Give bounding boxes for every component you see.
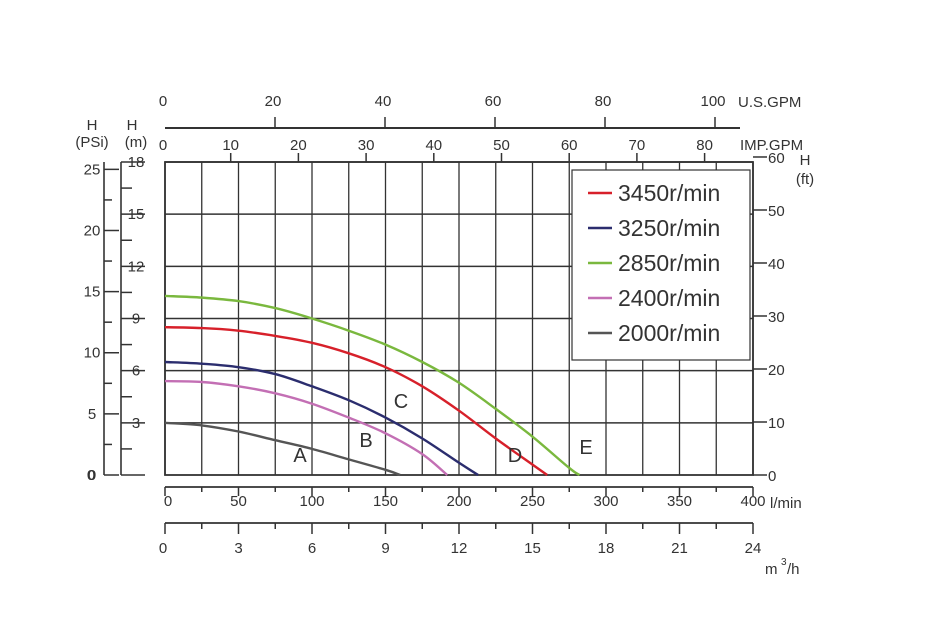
lmin-tick-label: 250 [520, 493, 545, 510]
feet-axis-label-h: H [800, 152, 811, 169]
m3h-tick-label: 0 [159, 540, 167, 557]
lmin-tick-label: 400 [740, 493, 765, 510]
lmin-tick-label: 150 [373, 493, 398, 510]
psi-tick-label: 5 [88, 406, 96, 423]
feet-tick-label: 60 [768, 150, 785, 167]
curve-label-a: A [293, 445, 307, 467]
impgpm-tick-label: 20 [290, 137, 307, 154]
m3h-tick-label: 18 [598, 540, 615, 557]
impgpm-tick-label: 70 [629, 137, 646, 154]
m3h-axis-label-sup: 3 [781, 557, 787, 568]
psi-tick-label: 25 [84, 161, 101, 178]
curve-label-d: D [508, 445, 522, 467]
m3h-tick-label: 6 [308, 540, 316, 557]
feet-tick-label: 10 [768, 415, 785, 432]
curve-label-b: B [359, 430, 372, 452]
m3h-tick-label: 21 [671, 540, 688, 557]
lmin-tick-label: 350 [667, 493, 692, 510]
feet-tick-label: 20 [768, 362, 785, 379]
lmin-tick-label: 50 [230, 493, 247, 510]
lmin-tick-label: 100 [299, 493, 324, 510]
impgpm-tick-label: 40 [425, 137, 442, 154]
series-line-e [164, 294, 581, 477]
usgpm-axis-label: U.S.GPM [738, 94, 801, 111]
m3h-tick-label: 15 [524, 540, 541, 557]
psi-tick-label: 20 [84, 222, 101, 239]
curve-label-e: E [579, 437, 592, 459]
legend-item-label: 2400r/min [618, 285, 720, 311]
feet-axis-label-unit: (ft) [796, 171, 814, 188]
feet-tick-label: 30 [768, 309, 785, 326]
m3h-tick-label: 9 [381, 540, 389, 557]
usgpm-tick-label: 100 [700, 93, 725, 110]
psi-tick-label: 0 [88, 467, 96, 484]
usgpm-tick-label: 20 [265, 93, 282, 110]
usgpm-tick-label: 40 [375, 93, 392, 110]
lmin-tick-label: 200 [446, 493, 471, 510]
usgpm-tick-label: 80 [595, 93, 612, 110]
psi-tick-label: 15 [84, 284, 101, 301]
m3h-axis-label: m [765, 561, 778, 578]
legend-item-label: 3450r/min [618, 180, 720, 206]
meter-tick-label: 9 [132, 311, 140, 328]
meter-tick-label: 18 [128, 154, 145, 171]
lmin-tick-label: 0 [164, 493, 172, 510]
psi-tick-label: 10 [84, 345, 101, 362]
series-line-d [164, 326, 548, 476]
impgpm-axis-label: IMP.GPM [740, 137, 803, 154]
series-line-c [164, 360, 479, 477]
impgpm-tick-label: 10 [222, 137, 239, 154]
lmin-tick-label: 300 [593, 493, 618, 510]
m3h-tick-label: 3 [234, 540, 242, 557]
impgpm-tick-label: 0 [159, 137, 167, 154]
m3h-axis-label-unit: /h [787, 561, 800, 578]
meter-tick-label: 12 [128, 258, 145, 275]
lmin-axis-label: l/min [770, 495, 802, 512]
series-line-a [164, 421, 401, 477]
impgpm-tick-label: 30 [358, 137, 375, 154]
legend-item-label: 3250r/min [618, 215, 720, 241]
curve-label-c: C [394, 391, 408, 413]
usgpm-tick-label: 60 [485, 93, 502, 110]
m3h-tick-label: 24 [745, 540, 762, 557]
feet-tick-label: 50 [768, 203, 785, 220]
impgpm-tick-label: 50 [493, 137, 510, 154]
h-zero-label: 0 [87, 467, 95, 484]
usgpm-tick-label: 0 [159, 93, 167, 110]
feet-tick-label: 0 [768, 468, 776, 485]
legend-box [571, 169, 751, 361]
psi-axis-label-unit: (PSi) [75, 134, 108, 151]
meter-tick-label: 15 [128, 206, 145, 223]
impgpm-tick-label: 60 [561, 137, 578, 154]
meter-tick-label: 3 [132, 415, 140, 432]
m3h-tick-label: 12 [451, 540, 468, 557]
series-line-b [164, 379, 448, 476]
feet-tick-label: 40 [768, 256, 785, 273]
meter-tick-label: 6 [132, 363, 140, 380]
psi-axis-label-h: H [87, 117, 98, 134]
impgpm-tick-label: 80 [696, 137, 713, 154]
plot-frame [164, 161, 754, 476]
legend-item-label: 2000r/min [618, 320, 720, 346]
legend-item-label: 2850r/min [618, 250, 720, 276]
meter-axis-label-h: H [127, 117, 138, 134]
meter-axis-label-unit: (m) [125, 134, 148, 151]
